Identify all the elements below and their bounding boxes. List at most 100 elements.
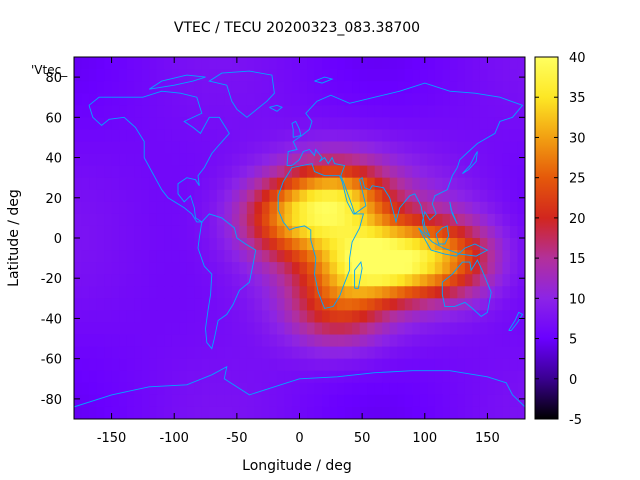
heatmap-cell: [374, 141, 383, 155]
heatmap-cell: [81, 286, 90, 299]
heatmap-cell: [389, 165, 398, 179]
heatmap-cell: [389, 141, 398, 155]
heatmap-cell: [457, 322, 466, 336]
heatmap-cell: [487, 298, 496, 311]
heatmap-cell: [307, 406, 316, 419]
heatmap-cell: [111, 117, 120, 130]
heatmap-cell: [231, 189, 240, 203]
heatmap-cell: [119, 346, 128, 360]
heatmap-cell: [254, 129, 263, 143]
heatmap-cell: [464, 69, 473, 82]
heatmap-cell: [427, 274, 436, 287]
heatmap-cell: [239, 177, 248, 191]
heatmap-cell: [397, 57, 406, 70]
heatmap-cell: [74, 298, 83, 311]
heatmap-cell: [329, 117, 338, 130]
heatmap-cell: [186, 201, 195, 215]
heatmap-cell: [164, 322, 173, 336]
heatmap-cell: [284, 201, 293, 215]
heatmap-cell: [104, 262, 113, 275]
heatmap-cell: [434, 153, 443, 167]
heatmap-cell: [81, 189, 90, 203]
heatmap-cell: [201, 177, 210, 191]
heatmap-cell: [194, 406, 203, 419]
heatmap-cell: [502, 189, 511, 203]
heatmap-cell: [517, 201, 525, 215]
heatmap-cell: [81, 274, 90, 287]
heatmap-cell: [322, 141, 331, 155]
heatmap-cell: [374, 81, 383, 94]
heatmap-cell: [344, 406, 353, 419]
heatmap-cell: [502, 394, 511, 408]
heatmap-cell: [276, 105, 286, 118]
heatmap-cell: [397, 310, 406, 324]
heatmap-cell: [231, 213, 240, 227]
heatmap-cell: [276, 117, 286, 130]
heatmap-cell: [179, 346, 188, 360]
heatmap-cell: [209, 250, 218, 263]
heatmap-cell: [382, 189, 391, 203]
heatmap-cell: [164, 225, 173, 239]
heatmap-cell: [111, 81, 120, 94]
heatmap-cell: [291, 225, 301, 239]
heatmap-cell: [239, 129, 248, 143]
heatmap-cell: [479, 322, 489, 336]
heatmap-cell: [329, 57, 338, 70]
heatmap-cell: [74, 322, 83, 336]
heatmap-cell: [374, 406, 383, 419]
heatmap-cell: [434, 274, 443, 287]
heatmap-cell: [111, 334, 120, 348]
heatmap-cell: [89, 201, 98, 215]
heatmap-cell: [254, 322, 263, 336]
heatmap-cell: [134, 358, 143, 372]
heatmap-cell: [126, 201, 135, 215]
heatmap-cell: [382, 165, 391, 179]
heatmap-cell: [337, 322, 346, 336]
heatmap-cell: [479, 105, 489, 118]
heatmap-cell: [126, 286, 135, 299]
heatmap-cell: [179, 310, 188, 324]
heatmap-cell: [352, 57, 361, 70]
heatmap-cell: [337, 69, 346, 82]
heatmap-cell: [269, 105, 278, 118]
heatmap-cell: [216, 346, 225, 360]
heatmap-cell: [352, 382, 361, 396]
heatmap-cell: [246, 274, 255, 287]
heatmap-cell: [291, 93, 301, 106]
heatmap-cell: [487, 406, 496, 419]
heatmap-cell: [224, 201, 233, 215]
heatmap-cell: [149, 69, 158, 82]
heatmap-cell: [261, 286, 271, 299]
heatmap-cell: [412, 165, 421, 179]
heatmap-cell: [269, 286, 278, 299]
heatmap-cell: [419, 286, 428, 299]
heatmap-cell: [449, 105, 458, 118]
heatmap-cell: [246, 225, 255, 239]
heatmap-cell: [276, 189, 286, 203]
heatmap-cell: [149, 105, 158, 118]
heatmap-cell: [96, 69, 105, 82]
heatmap-cell: [171, 346, 180, 360]
heatmap-cell: [307, 298, 316, 311]
heatmap-cell: [89, 189, 98, 203]
heatmap-cell: [156, 117, 165, 130]
heatmap-cell: [179, 370, 188, 384]
heatmap-cell: [352, 225, 361, 239]
heatmap-cell: [397, 370, 406, 384]
heatmap-cell: [517, 238, 525, 251]
heatmap-cell: [291, 382, 301, 396]
heatmap-cell: [119, 298, 128, 311]
heatmap-cell: [412, 346, 421, 360]
heatmap-cell: [246, 57, 255, 70]
heatmap-cell: [434, 310, 443, 324]
heatmap-cell: [502, 117, 511, 130]
heatmap-cell: [261, 213, 271, 227]
heatmap-cell: [291, 250, 301, 263]
heatmap-cell: [367, 238, 376, 251]
heatmap-cell: [322, 93, 331, 106]
heatmap-cell: [239, 298, 248, 311]
heatmap-cell: [404, 69, 413, 82]
heatmap-cell: [427, 141, 436, 155]
heatmap-cell: [231, 141, 240, 155]
heatmap-cell: [457, 213, 466, 227]
